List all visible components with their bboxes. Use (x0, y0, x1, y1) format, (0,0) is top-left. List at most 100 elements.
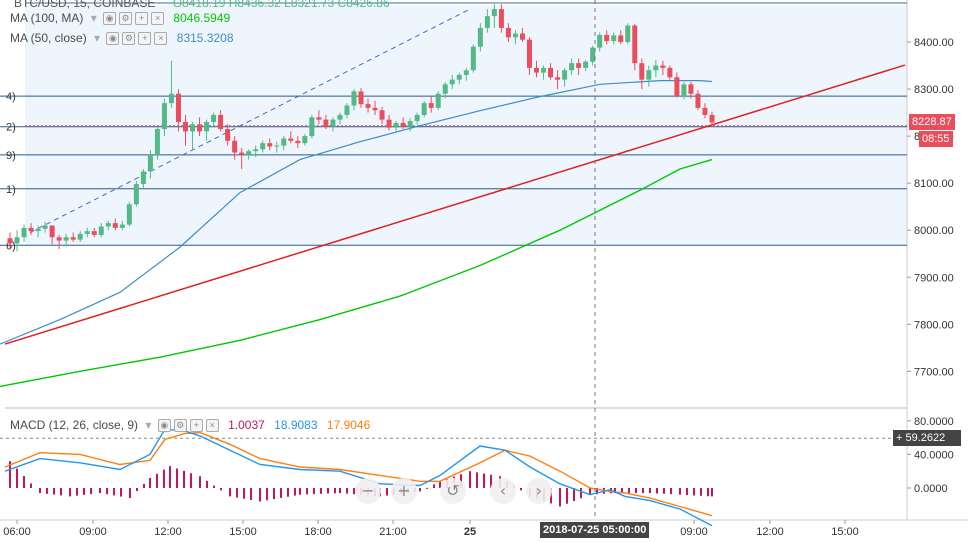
macd-hist-bar (250, 488, 252, 500)
macd-hist-bar (693, 488, 695, 496)
time-tick-label: 18:00 (304, 526, 332, 538)
macd-line (4, 428, 713, 527)
candle-body (688, 84, 694, 94)
candle-body (639, 63, 645, 80)
candle-body (91, 231, 97, 235)
candle-body (7, 238, 13, 244)
close-icon[interactable]: × (205, 419, 219, 433)
time-tick-label: 06:00 (3, 526, 31, 538)
close-icon[interactable]: × (154, 32, 168, 46)
close-icon[interactable]: × (151, 12, 165, 26)
candle-body (456, 74, 462, 80)
candle-body (632, 25, 638, 64)
macd-hist-bar (589, 488, 591, 495)
gear-icon[interactable]: ⚙ (122, 32, 136, 46)
countdown-label: 08:55 (919, 131, 953, 147)
candle-body (498, 9, 504, 28)
macd-hist-bar (213, 485, 215, 488)
macd-hist-bar (113, 488, 115, 496)
candle-body (702, 107, 708, 115)
macd-hist-bar (306, 488, 308, 495)
time-tick-label: 15:00 (229, 526, 257, 538)
candle-body (63, 237, 69, 241)
chevron-down-icon[interactable]: ▾ (94, 31, 101, 45)
price-tick-label: 7800.00 (914, 319, 954, 331)
candle-body (295, 140, 301, 144)
macd-signal-value: 17.9046 (326, 418, 371, 432)
macd-hist-bar (199, 476, 201, 488)
macd-hist-bar (419, 488, 421, 492)
candle-body (421, 103, 427, 115)
candle-body (239, 152, 245, 155)
ohlc-header: BTC/USD, 15, COINBASE O8418.19 H8436.32 … (14, 0, 390, 10)
candle-body (126, 204, 132, 225)
candle-body (344, 105, 350, 115)
macd-hist-bar (120, 488, 122, 497)
macd-hist-bar (90, 488, 92, 495)
plus-icon[interactable]: + (138, 32, 152, 46)
candle-body (562, 70, 568, 80)
macd-legend[interactable]: MACD (12, 26, close, 9) ▾ ◉ ⚙ + × 1.0037 18… (10, 418, 371, 433)
macd-hist-bar (143, 483, 145, 488)
chevron-down-icon[interactable]: ▾ (90, 11, 97, 25)
fib-level-label: 4) (6, 91, 16, 103)
plus-icon[interactable]: + (189, 419, 203, 433)
ma100-label: MA (100, MA) (10, 11, 84, 25)
macd-hist-bar (176, 468, 178, 488)
grid (0, 0, 968, 521)
candle-body (225, 129, 231, 141)
candle-body (351, 91, 357, 106)
candle-body (491, 9, 497, 17)
macd-hist-bar (573, 488, 575, 501)
ma50-legend[interactable]: MA (50, close) ▾ ◉ ⚙ + × 8315.3208 (10, 31, 234, 46)
time-tick-label: 09:00 (79, 526, 107, 538)
candle-body (449, 79, 455, 85)
eye-icon[interactable]: ◉ (157, 419, 171, 433)
candle-body (484, 16, 490, 28)
macd-hist-bar (621, 488, 623, 494)
chevron-down-icon[interactable]: ▾ (145, 418, 152, 432)
plus-icon[interactable]: + (135, 12, 149, 26)
fib-level-label: 9) (6, 150, 16, 162)
eye-icon[interactable]: ◉ (103, 12, 117, 26)
eye-icon[interactable]: ◉ (106, 32, 120, 46)
macd-hist-bar (628, 488, 630, 494)
macd-hist-bar (69, 488, 71, 497)
macd-hist-bar (339, 488, 341, 494)
macd-hist-bar (299, 488, 301, 495)
macd-hist-bar (327, 488, 329, 494)
macd-hist-bar (83, 488, 85, 495)
macd-hist-bar (136, 488, 138, 492)
candle-body (548, 67, 554, 78)
candle-body (147, 154, 153, 172)
macd-hist-bar (679, 488, 681, 495)
macd-hist-bar (642, 488, 644, 494)
scroll-forward-button[interactable]: › (526, 478, 552, 504)
macd-hist-bar (266, 488, 268, 501)
macd-hist-bar (580, 488, 582, 499)
gear-icon[interactable]: ⚙ (173, 419, 187, 433)
candle-body (653, 65, 659, 71)
macd-value: 18.9083 (274, 418, 318, 432)
reset-chart-button[interactable]: ↺ (440, 478, 466, 504)
ma100-legend[interactable]: MA (100, MA) ▾ ◉ ⚙ + × 8046.5949 (10, 11, 230, 26)
candle-body (98, 226, 104, 235)
candle-body (112, 223, 118, 228)
candle-body (674, 77, 680, 97)
candle-body (611, 35, 617, 42)
zoom-in-button[interactable]: + (391, 478, 417, 504)
candle-body (260, 143, 266, 150)
zoom-out-button[interactable]: − (355, 478, 381, 504)
scroll-back-button[interactable]: ‹ (490, 478, 516, 504)
macd-hist-bar (23, 476, 25, 488)
symbol-title: BTC/USD, 15, COINBASE (14, 0, 156, 10)
macd-hist-bar (60, 488, 62, 496)
gear-icon[interactable]: ⚙ (119, 12, 133, 26)
macd-hist-bar (236, 488, 238, 498)
candle-body (267, 143, 273, 147)
macd-hist-bar (686, 488, 688, 496)
candles (7, 4, 715, 252)
candle-body (49, 225, 55, 238)
macd-tick-label: 0.0000 (914, 483, 948, 495)
